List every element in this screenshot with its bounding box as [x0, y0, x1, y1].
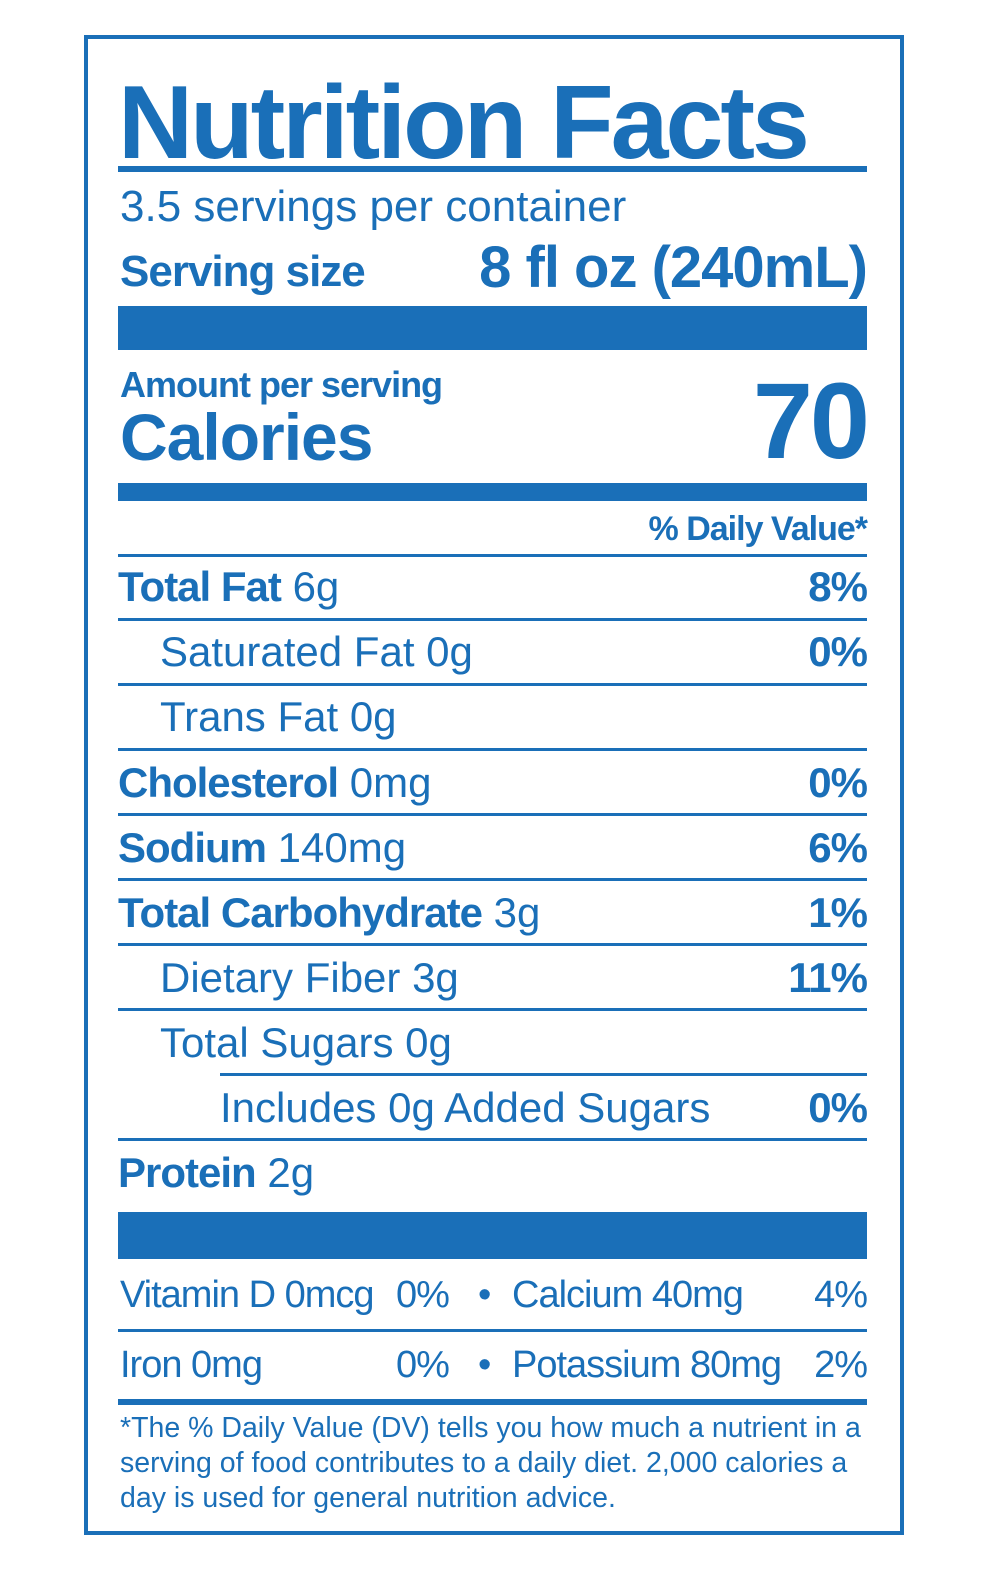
nutrient-amount: 0g — [405, 1019, 452, 1066]
calcium-label: Calcium 40mg — [512, 1274, 744, 1316]
nutrient-row-sodium: Sodium 140mg 6% — [118, 818, 868, 878]
thick-bar-bottom — [118, 1212, 867, 1259]
divider — [118, 683, 867, 686]
nutrient-name: Total Sugars — [160, 1019, 394, 1066]
bullet-separator: • — [478, 1274, 491, 1316]
nutrient-name: Cholesterol — [118, 759, 339, 806]
divider — [118, 943, 867, 946]
divider — [118, 1008, 867, 1011]
nutrient-name: Trans Fat — [160, 693, 339, 740]
divider — [118, 554, 867, 557]
nutrient-name: Dietary Fiber — [160, 954, 401, 1001]
nutrient-dv: 8% — [808, 563, 868, 610]
nutrient-amount: 140mg — [277, 824, 407, 871]
serving-size-value: 8 fl oz (240mL) — [479, 235, 868, 300]
nutrient-amount: 6g — [292, 563, 340, 610]
serving-size-label: Serving size — [120, 247, 366, 296]
nutrient-dv: 0% — [808, 1084, 868, 1131]
divider — [118, 813, 867, 816]
nutrient-amount: 3g — [412, 954, 459, 1001]
calories-bar — [118, 483, 867, 501]
title-rule — [118, 166, 867, 172]
nutrient-row-saturated-fat: Saturated Fat 0g 0% — [160, 622, 868, 682]
calcium-dv: 4% — [814, 1274, 868, 1316]
nutrient-name: Protein — [118, 1149, 257, 1196]
nutrient-row-total-fat: Total Fat 6g 8% — [118, 557, 868, 617]
potassium-dv: 2% — [814, 1344, 868, 1386]
nutrient-amount: 0g — [349, 693, 397, 740]
nutrient-dv: 6% — [808, 824, 868, 871]
vitamin-row-1: Vitamin D 0mcg 0% • Calcium 40mg 4% — [118, 1265, 868, 1325]
nutrient-row-protein: Protein 2g — [118, 1143, 867, 1203]
bullet-separator: • — [478, 1344, 491, 1386]
nutrient-row-cholesterol: Cholesterol 0mg 0% — [118, 753, 868, 813]
vitamin-d-dv: 0% — [396, 1274, 450, 1316]
amount-per-serving: Amount per serving — [120, 364, 443, 405]
vitamin-d-label: Vitamin D 0mcg — [120, 1274, 375, 1316]
divider — [220, 1073, 867, 1076]
nutrient-dv: 1% — [808, 889, 868, 936]
nutrient-dv: 11% — [788, 954, 868, 1001]
daily-value-header: % Daily Value* — [648, 510, 868, 548]
nutrition-facts-label: Nutrition Facts 3.5 servings per contain… — [84, 35, 904, 1535]
label-content: Nutrition Facts 3.5 servings per contain… — [118, 39, 870, 1531]
divider — [118, 1138, 867, 1141]
nutrient-amount: 0mg — [349, 759, 432, 806]
nutrient-row-total-sugars: Total Sugars 0g — [160, 1013, 867, 1073]
calories-label: Calories — [120, 400, 373, 474]
calories-value: 70 — [752, 360, 870, 481]
nutrient-name: Sodium — [118, 824, 267, 871]
divider — [118, 878, 867, 881]
thick-bar-top — [118, 306, 867, 350]
nutrient-dv: 0% — [808, 628, 868, 675]
nutrient-row-dietary-fiber: Dietary Fiber 3g 11% — [160, 948, 868, 1008]
nutrient-dv: 0% — [808, 759, 868, 806]
nutrient-name: Saturated Fat — [160, 628, 415, 675]
divider — [118, 748, 867, 751]
servings-per-container: 3.5 servings per container — [120, 182, 627, 231]
nutrient-row-trans-fat: Trans Fat 0g — [160, 687, 867, 747]
nutrient-row-added-sugars: Includes 0g Added Sugars 0% — [220, 1078, 868, 1138]
divider — [118, 1329, 867, 1332]
footnote-rule — [118, 1399, 867, 1405]
vitamin-row-2: Iron 0mg 0% • Potassium 80mg 2% — [118, 1335, 868, 1395]
potassium-label: Potassium 80mg — [512, 1344, 782, 1386]
daily-value-footnote: *The % Daily Value (DV) tells you how mu… — [120, 1412, 861, 1514]
label-title: Nutrition Facts — [118, 65, 810, 181]
nutrient-amount: 3g — [493, 889, 541, 936]
nutrient-name: Total Fat — [118, 563, 282, 610]
nutrient-name: Includes 0g Added Sugars — [220, 1084, 711, 1131]
nutrient-row-total-carbohydrate: Total Carbohydrate 3g 1% — [118, 883, 868, 943]
divider — [118, 618, 867, 621]
nutrient-amount: 0g — [426, 628, 473, 675]
iron-dv: 0% — [396, 1344, 450, 1386]
iron-label: Iron 0mg — [120, 1344, 263, 1386]
nutrient-amount: 2g — [267, 1149, 315, 1196]
nutrient-name: Total Carbohydrate — [118, 889, 483, 936]
